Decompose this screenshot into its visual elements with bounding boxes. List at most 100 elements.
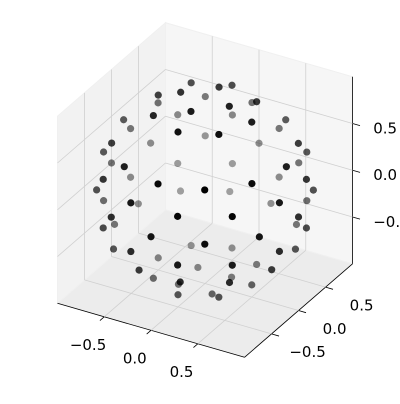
point — [291, 245, 300, 253]
z-tick — [352, 169, 361, 173]
point — [127, 199, 135, 207]
grid-line — [84, 279, 272, 335]
z-tick-label: 0.0 — [373, 166, 397, 184]
point — [109, 245, 118, 253]
x-tick — [99, 316, 105, 321]
point — [107, 213, 115, 221]
point — [228, 81, 236, 89]
point — [248, 118, 256, 126]
y-tick — [271, 333, 280, 337]
point — [228, 244, 236, 252]
y-tick-label: 0.0 — [323, 320, 347, 338]
point — [294, 139, 302, 147]
point — [147, 139, 155, 147]
point — [187, 107, 195, 116]
point — [215, 130, 223, 139]
point — [228, 261, 236, 269]
point — [201, 186, 209, 194]
point — [248, 281, 256, 289]
point — [174, 128, 182, 136]
point — [255, 233, 263, 241]
point — [225, 278, 234, 287]
grid-line — [165, 115, 353, 171]
point — [134, 200, 142, 208]
point — [275, 247, 284, 255]
point — [149, 111, 157, 120]
point — [154, 180, 162, 188]
point — [187, 79, 195, 87]
point — [174, 261, 182, 269]
point — [309, 186, 317, 194]
x-tick-label: 0.5 — [170, 363, 194, 381]
point — [135, 266, 143, 274]
point — [267, 199, 275, 208]
point — [302, 175, 311, 183]
point — [201, 240, 209, 248]
point — [295, 159, 303, 167]
point — [303, 148, 311, 156]
point — [253, 260, 261, 269]
point — [294, 213, 303, 221]
y-tick-label: 0.5 — [350, 296, 374, 314]
point — [99, 148, 108, 156]
x-tick — [193, 343, 199, 348]
point — [108, 139, 116, 147]
point — [126, 173, 135, 181]
point — [228, 111, 236, 119]
grid-line — [111, 256, 299, 311]
x-tick-label: −0.5 — [70, 336, 106, 354]
grid-line — [57, 69, 166, 164]
y-tick — [298, 310, 307, 314]
point — [248, 179, 256, 188]
point — [174, 291, 182, 299]
point — [201, 132, 209, 140]
point — [176, 187, 185, 195]
z-tick-label: 0.5 — [373, 119, 397, 137]
point — [282, 163, 290, 171]
point — [174, 159, 182, 168]
point — [177, 88, 185, 96]
z-tick — [352, 216, 361, 220]
point — [303, 197, 311, 205]
point — [228, 212, 236, 221]
point — [194, 263, 202, 272]
grid-line — [57, 162, 166, 257]
point — [154, 99, 162, 107]
point — [120, 116, 128, 124]
point — [99, 224, 107, 232]
point — [208, 290, 216, 298]
point — [275, 173, 283, 181]
point — [253, 98, 261, 106]
point — [292, 220, 301, 229]
point — [187, 241, 195, 250]
point — [282, 116, 290, 124]
point — [302, 224, 311, 232]
point — [268, 266, 276, 274]
point — [228, 160, 236, 168]
point — [126, 125, 135, 133]
point — [99, 197, 108, 205]
y-tick-label: −0.5 — [289, 343, 325, 361]
point — [107, 159, 116, 167]
point — [226, 187, 234, 196]
z-tick — [352, 123, 361, 127]
x-tick-label: 0.0 — [123, 349, 147, 367]
point — [225, 102, 233, 110]
point — [149, 274, 157, 282]
point — [215, 293, 223, 301]
point — [110, 220, 119, 228]
point — [120, 163, 128, 171]
point — [174, 111, 182, 119]
grid-line — [138, 232, 326, 288]
point — [275, 124, 283, 133]
point — [215, 83, 223, 91]
z-tick-label: −0.5 — [373, 213, 400, 231]
point — [255, 139, 263, 147]
point — [176, 278, 184, 286]
point — [275, 199, 284, 207]
grid-line — [165, 69, 353, 124]
grid-line — [165, 162, 353, 218]
y-tick — [325, 286, 334, 290]
x-tick — [146, 329, 152, 335]
